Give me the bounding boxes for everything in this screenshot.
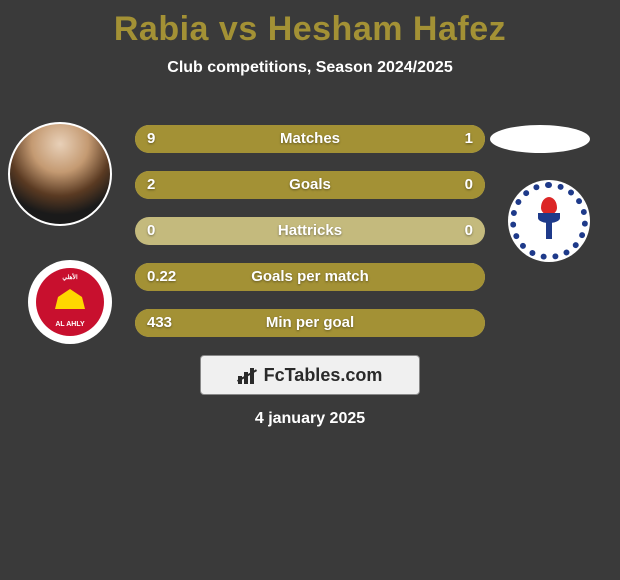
stat-row: 00Hattricks xyxy=(135,217,485,245)
stat-row: 433Min per goal xyxy=(135,309,485,337)
stat-row: 0.22Goals per match xyxy=(135,263,485,291)
stats-container: 91Matches 20Goals 00Hattricks 0.22Goals per… xyxy=(135,125,485,355)
stat-label: Matches xyxy=(135,125,485,153)
title-vs: vs xyxy=(209,10,268,48)
page-title: Rabia vs Hesham Hafez xyxy=(0,0,620,49)
title-player1: Rabia xyxy=(114,10,209,48)
stat-label: Goals xyxy=(135,171,485,199)
brand-text: FcTables.com xyxy=(264,365,383,386)
al-ahly-badge-icon: الأهلي AL AHLY xyxy=(36,268,104,336)
club-left-arabic: الأهلي xyxy=(62,274,77,281)
stat-label: Min per goal xyxy=(135,309,485,337)
player2-photo-placeholder xyxy=(490,125,590,153)
smouha-badge-icon xyxy=(510,182,588,260)
eagle-icon xyxy=(55,289,85,309)
player1-photo xyxy=(8,122,112,226)
subtitle: Club competitions, Season 2024/2025 xyxy=(0,59,620,77)
title-player2: Hesham Hafez xyxy=(268,10,506,48)
stat-row: 20Goals xyxy=(135,171,485,199)
club-right-badge xyxy=(508,180,590,262)
stat-label: Goals per match xyxy=(135,263,485,291)
club-left-name: AL AHLY xyxy=(55,321,84,328)
stat-row: 91Matches xyxy=(135,125,485,153)
club-left-badge: الأهلي AL AHLY xyxy=(28,260,112,344)
comparison-infographic: Rabia vs Hesham Hafez Club competitions,… xyxy=(0,0,620,580)
stat-label: Hattricks xyxy=(135,217,485,245)
date-text: 4 january 2025 xyxy=(0,410,620,428)
torch-icon xyxy=(534,201,564,241)
brand-badge: FcTables.com xyxy=(200,355,420,395)
chart-icon xyxy=(238,366,260,384)
